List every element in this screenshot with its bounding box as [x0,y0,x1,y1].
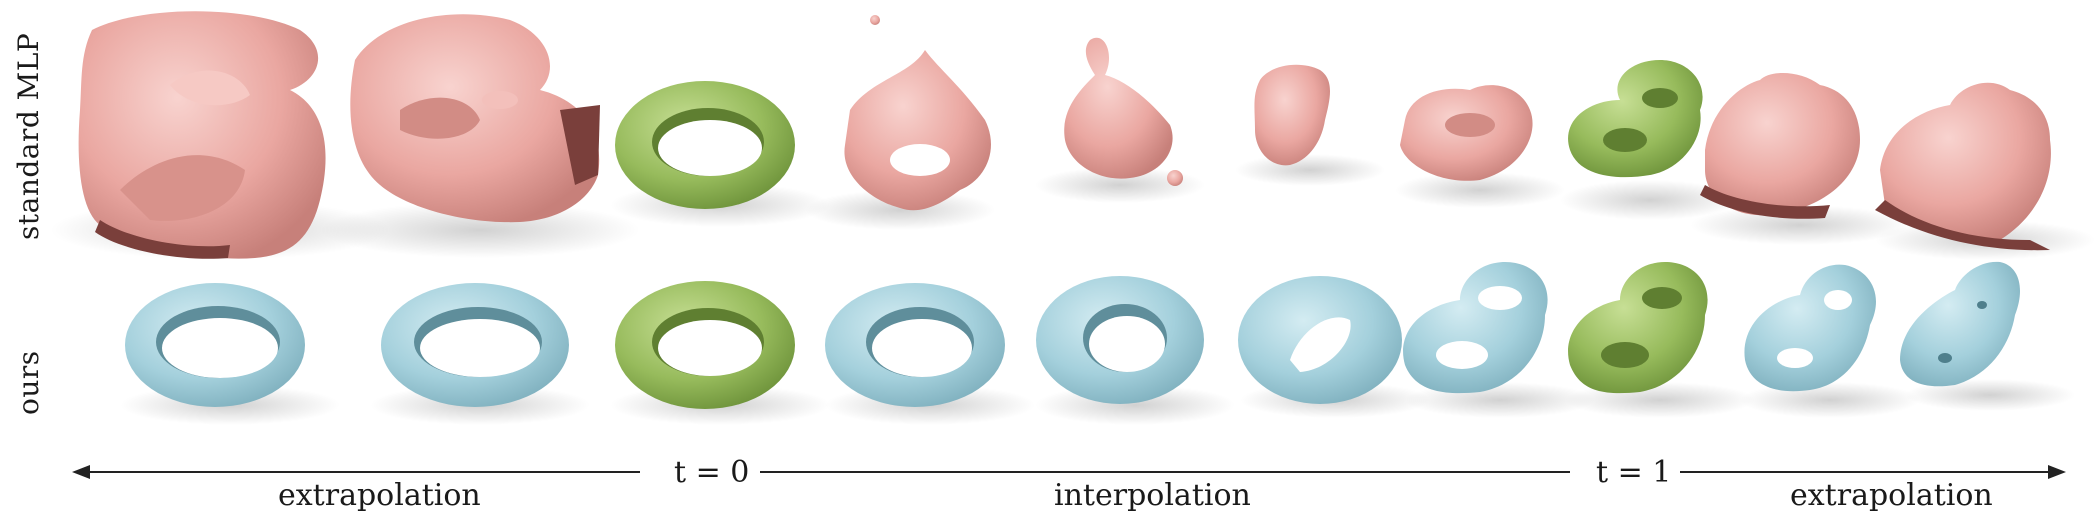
input-torus-t0-mlp [610,81,830,227]
ours-shape-9 [1740,264,1920,418]
ours-torus-2 [370,283,590,425]
mlp-shape-1 [50,11,390,260]
ours-torus-4 [825,283,1035,425]
axis-arrows [72,465,2066,479]
ours-torus-5 [1035,276,1235,425]
t1-label: t = 1 [1590,455,1678,490]
extrapolation-right-label: extrapolation [1784,478,1999,513]
mlp-shape-7 [1395,85,1565,208]
ours-torus-1 [120,283,340,425]
mlp-shape-10 [1875,82,2095,260]
input-shape-t1-mlp [1560,60,1740,220]
input-torus-t0-ours [610,281,830,425]
mlp-shape-2 [320,14,640,258]
mlp-shape-5 [1035,37,1205,203]
ours-shape-10 [1900,261,2075,411]
mlp-shape-6 [1235,64,1385,186]
mlp-shape-4 [805,15,995,230]
input-shape-t1-ours [1565,262,1755,418]
interpolation-label: interpolation [1048,478,1257,513]
extrapolation-left-label: extrapolation [272,478,487,513]
t0-label: t = 0 [668,455,756,490]
ours-shape-7 [1403,262,1595,418]
mlp-shape-9 [1690,73,1910,245]
ours-torus-6 [1238,276,1430,418]
